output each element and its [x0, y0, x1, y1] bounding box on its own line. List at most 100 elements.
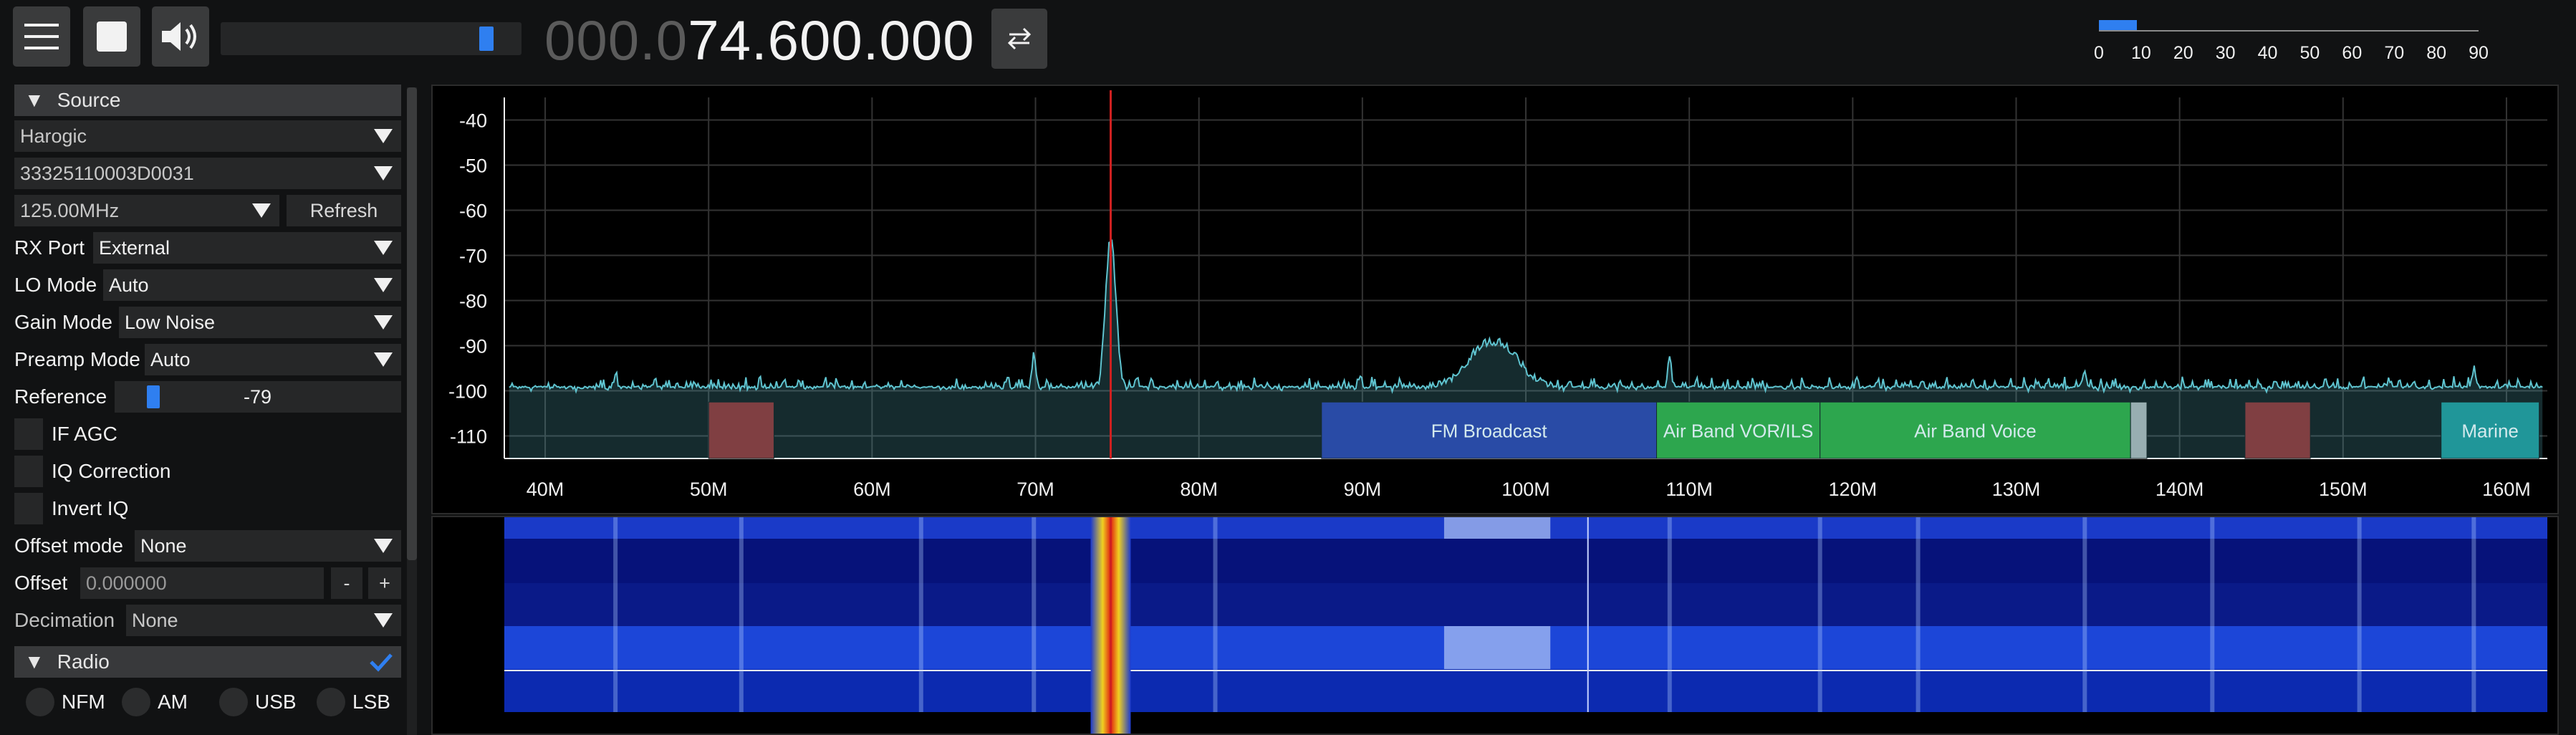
mute-button[interactable] — [152, 6, 209, 67]
waterfall-streak — [918, 517, 923, 712]
waterfall-hotspot — [1443, 517, 1551, 539]
menu-button[interactable] — [13, 6, 70, 67]
x-tick-label: 100M — [1501, 479, 1550, 500]
snr-meter-tick: 70 — [2384, 43, 2405, 63]
fft-spectrum-plot[interactable]: 40M 50M 60M 70M 80M 90M 100M 110M 120M 130M 140M 15… — [433, 86, 2557, 513]
offset-input[interactable]: 0.000000 — [80, 567, 324, 599]
stop-icon — [97, 21, 127, 52]
y-tick-label: -50 — [459, 155, 487, 177]
waterfall-streak — [2210, 517, 2215, 712]
snr-meter-tick: 50 — [2299, 43, 2320, 63]
mode-radio-lsb[interactable] — [317, 688, 345, 716]
reference-slider-thumb[interactable] — [147, 385, 160, 408]
lo-mode-select[interactable]: Auto — [103, 269, 401, 301]
checkmark-icon[interactable] — [368, 649, 394, 675]
mode-radio-am[interactable] — [122, 688, 150, 716]
source-section-header[interactable]: ▼ Source — [14, 85, 401, 116]
x-tick-label: 110M — [1666, 479, 1713, 500]
reference-value: -79 — [244, 386, 272, 408]
swap-arrows-icon — [1007, 27, 1032, 50]
iq-correction-checkbox[interactable] — [14, 456, 43, 487]
preamp-mode-value: Auto — [150, 348, 191, 370]
snr-meter-scale — [2099, 20, 2479, 32]
spectrum-trace — [509, 239, 2543, 394]
source-section-title: Source — [57, 89, 121, 111]
preamp-mode-select[interactable]: Auto — [145, 344, 401, 375]
band-plan-label: FM Broadcast — [1431, 421, 1548, 442]
decimation-value: None — [132, 609, 178, 631]
waterfall-streak — [1213, 517, 1218, 712]
rx-port-label: RX Port — [14, 236, 85, 259]
y-tick-label: -70 — [459, 246, 487, 267]
swap-button[interactable] — [991, 9, 1047, 69]
frequency-display[interactable]: 000.074.600.000 — [544, 7, 975, 73]
radio-section-header[interactable]: ▼ Radio — [14, 646, 401, 678]
offset-mode-value: None — [140, 534, 187, 557]
waterfall-panel[interactable] — [431, 516, 2559, 735]
if-agc-checkbox[interactable] — [14, 418, 43, 450]
rx-port-value: External — [99, 236, 170, 259]
fft-spectrum-panel[interactable]: 40M 50M 60M 70M 80M 90M 100M 110M 120M 130M 140M 15… — [431, 85, 2559, 514]
refresh-button[interactable]: Refresh — [287, 195, 401, 226]
invert-iq-label: Invert IQ — [52, 497, 129, 519]
snr-meter: 0 10 20 30 40 50 60 70 80 90 — [2094, 17, 2540, 67]
source-serial-select[interactable]: 33325110003D0031 — [14, 158, 401, 189]
x-tick-label: 60M — [853, 479, 891, 500]
band-plan-block — [1321, 401, 1658, 459]
snr-meter-tick: 30 — [2215, 43, 2236, 63]
gain-mode-select[interactable]: Low Noise — [119, 307, 401, 338]
volume-slider[interactable] — [221, 22, 522, 55]
x-tick-label: 70M — [1017, 479, 1054, 500]
gain-mode-label: Gain Mode — [14, 311, 112, 333]
band-plan-block — [2441, 401, 2540, 459]
invert-iq-checkbox[interactable] — [14, 493, 43, 524]
offset-value: 0.000000 — [86, 572, 167, 594]
waterfall-display[interactable] — [433, 517, 2557, 734]
x-tick-label: 40M — [527, 479, 564, 500]
x-tick-label: 50M — [690, 479, 728, 500]
gain-mode-value: Low Noise — [125, 311, 216, 333]
offset-mode-select[interactable]: None — [135, 530, 401, 562]
radio-section-title: Radio — [57, 650, 110, 673]
samplerate-select[interactable]: 125.00MHz — [14, 195, 279, 226]
band-plan-block — [1656, 401, 1821, 459]
collapse-triangle-icon: ▼ — [24, 650, 44, 673]
lo-mode-value: Auto — [109, 274, 149, 296]
waterfall-streak — [2471, 517, 2476, 712]
band-plan-block — [1820, 401, 2131, 459]
source-device-select[interactable]: Harogic — [14, 120, 401, 152]
band-plan-block — [708, 401, 774, 459]
offset-decrement-button[interactable]: - — [331, 567, 362, 599]
rx-port-select[interactable]: External — [93, 232, 401, 264]
speaker-icon — [162, 22, 196, 51]
decimation-select[interactable]: None — [126, 605, 401, 636]
stop-button[interactable] — [83, 6, 140, 67]
offset-increment-button[interactable]: + — [368, 567, 401, 599]
y-tick-label: -60 — [459, 201, 487, 222]
x-tick-label: 160M — [2482, 479, 2531, 500]
y-tick-label: -110 — [450, 426, 487, 448]
side-panel: ▼ Source Harogic 33325110003D0031 125.00… — [0, 79, 423, 735]
x-tick-label: 80M — [1180, 479, 1218, 500]
band-plan-label: Air Band VOR/ILS — [1663, 421, 1814, 442]
collapse-triangle-icon: ▼ — [24, 89, 44, 111]
dropdown-arrow-icon — [374, 352, 393, 367]
if-agc-label: IF AGC — [52, 423, 117, 445]
waterfall-band — [504, 583, 2547, 626]
band-plan-block — [2244, 401, 2311, 459]
volume-slider-thumb[interactable] — [479, 27, 494, 51]
frequency-digits[interactable]: 74.600.000 — [688, 9, 975, 72]
band-plan-label: Marine — [2461, 421, 2518, 442]
waterfall-band — [504, 669, 2547, 712]
x-tick-label: 130M — [1992, 479, 2041, 500]
mode-label-usb: USB — [255, 691, 297, 713]
samplerate-value: 125.00MHz — [20, 199, 120, 221]
mode-radio-nfm[interactable] — [26, 688, 54, 716]
iq-correction-label: IQ Correction — [52, 460, 171, 482]
panel-scrollbar-thumb[interactable] — [407, 87, 417, 560]
reference-slider[interactable]: -79 — [115, 381, 401, 413]
dropdown-arrow-icon — [374, 539, 393, 553]
dropdown-arrow-icon — [374, 129, 393, 143]
mode-radio-usb[interactable] — [219, 688, 248, 716]
frequency-leading-digits[interactable]: 000.0 — [544, 9, 688, 72]
